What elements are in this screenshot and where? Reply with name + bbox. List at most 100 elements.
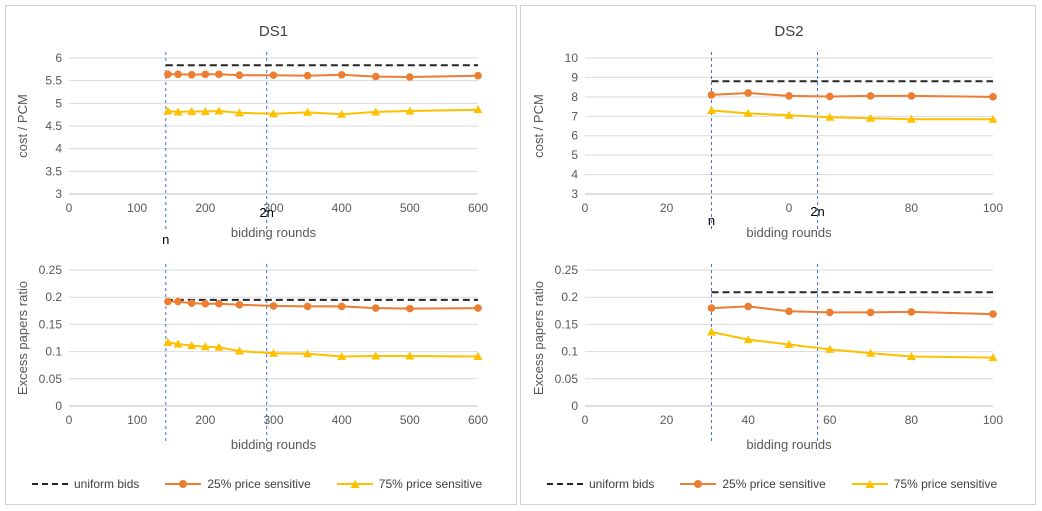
data-point-p75: [473, 105, 483, 114]
reference-label: 2n: [259, 205, 273, 220]
series-line-p75: [711, 109, 993, 121]
data-point-p75: [988, 353, 998, 362]
legend-p25-swatch: [165, 480, 202, 488]
x-tick-label: 0: [786, 201, 793, 215]
data-point-p25: [989, 310, 997, 318]
data-point-p25: [474, 71, 482, 80]
x-tick-label: 0: [66, 201, 73, 215]
data-point-p75: [473, 351, 483, 360]
data-point-p25: [201, 299, 210, 308]
y-tick-label: 0.05: [555, 372, 579, 386]
data-point-p75: [337, 351, 347, 360]
data-point-p25: [744, 302, 752, 311]
y-tick-label: 4.5: [45, 119, 62, 133]
y-tick-label: 0.15: [39, 317, 63, 331]
y-tick-label: 9: [571, 70, 578, 84]
data-point-p25: [907, 92, 916, 100]
data-point-p25: [406, 304, 414, 313]
data-point-p75: [173, 107, 183, 116]
x-tick-label: 0: [582, 413, 589, 427]
data-point-p25: [235, 301, 244, 309]
y-tick-label: 0.05: [39, 372, 63, 386]
x-tick-label: 0: [66, 413, 73, 427]
x-tick-label: 60: [823, 413, 837, 427]
series-line-p75: [167, 341, 479, 358]
data-point-p25: [164, 297, 172, 306]
y-tick-label: 4: [571, 168, 578, 182]
y-tick-label: 4: [55, 142, 62, 156]
x-tick-label: 400: [332, 201, 352, 215]
y-tick-label: 5: [571, 148, 578, 162]
legend-p25: 25% price sensitive: [680, 477, 826, 491]
legend-p75: 75% price sensitive: [851, 477, 998, 491]
data-point-p75: [303, 107, 313, 116]
legend-p25-label: 25% price sensitive: [207, 477, 311, 491]
y-tick-label: 0.1: [45, 345, 62, 359]
legend-p75-label: 75% price sensitive: [893, 477, 998, 491]
ds2-legend: uniform bids 25% price sensitive 75% pri…: [547, 477, 997, 491]
y-tick-label: 0.2: [45, 290, 62, 304]
data-point-p25: [707, 91, 716, 99]
legend-uniform-swatch: [32, 483, 68, 485]
data-point-p25: [215, 70, 223, 79]
data-point-p25: [371, 304, 380, 312]
data-point-p75: [214, 342, 224, 351]
ds1-legend: uniform bids 25% price sensitive 75% pri…: [32, 477, 482, 491]
x-tick-label: 200: [195, 201, 215, 215]
series-line-p75: [167, 108, 479, 116]
data-point-p75: [866, 113, 876, 122]
y-axis-title: Excess papers ratio: [15, 281, 30, 395]
y-tick-label: 0.25: [555, 263, 579, 277]
x-tick-label: 200: [195, 413, 215, 427]
data-point-p25: [866, 92, 875, 100]
data-point-p25: [785, 307, 793, 316]
x-tick-label: 80: [905, 413, 919, 427]
y-tick-label: 3.5: [45, 164, 62, 178]
y-tick-label: 0.15: [555, 317, 579, 331]
x-axis-title: bidding rounds: [231, 225, 317, 240]
data-point-p75: [214, 106, 224, 115]
legend-uniform: uniform bids: [32, 477, 139, 491]
data-point-p25: [744, 89, 752, 97]
x-tick-label: 80: [905, 201, 919, 215]
data-point-p75: [825, 344, 835, 353]
data-point-p75: [200, 106, 210, 115]
data-point-p75: [187, 341, 197, 350]
x-tick-label: 0: [582, 201, 589, 215]
data-point-p25: [174, 297, 182, 306]
legend-p75: 75% price sensitive: [336, 477, 482, 491]
data-point-p75: [906, 114, 916, 123]
legend-p25-swatch: [680, 480, 717, 488]
x-tick-label: 300: [263, 413, 283, 427]
data-point-p75: [163, 337, 173, 346]
ds1_excess-chart: 0 0.05 0.1 0.15 0.2 0.25 0 100 200 300 400 500 600 bi…: [15, 263, 488, 452]
x-tick-label: 20: [660, 413, 674, 427]
data-point-p75: [187, 106, 197, 115]
legend-uniform: uniform bids: [547, 477, 654, 491]
data-point-p25: [269, 71, 278, 80]
y-axis-title: cost / PCM: [15, 94, 30, 158]
legend-uniform-label: uniform bids: [74, 477, 140, 491]
data-point-p75: [784, 340, 794, 349]
data-point-p75: [371, 107, 381, 116]
data-point-p75: [173, 339, 183, 348]
y-tick-label: 3: [571, 187, 578, 201]
y-tick-label: 5: [55, 96, 62, 110]
ds2-panel: DS2 3 4 5 6 7 8 9 10 0 20 0 80 100 bidding rounds cost …: [520, 5, 1036, 505]
y-axis-title: Excess papers ratio: [531, 281, 546, 395]
data-point-p25: [707, 304, 716, 312]
data-point-p75: [234, 346, 244, 355]
data-point-p75: [743, 108, 753, 117]
legend-p75-swatch: [336, 480, 373, 488]
data-point-p25: [215, 299, 223, 308]
data-point-p75: [269, 109, 278, 118]
y-tick-label: 8: [571, 90, 578, 104]
data-point-p25: [826, 308, 834, 317]
legend-p25: 25% price sensitive: [165, 477, 311, 491]
y-tick-label: 0.2: [561, 290, 578, 304]
data-point-p75: [988, 114, 998, 123]
ds2_excess-chart: 0 0.05 0.1 0.15 0.2 0.25 0 20 40 60 80 100 bidding r…: [531, 263, 1003, 452]
data-point-p25: [826, 92, 834, 101]
x-tick-label: 40: [742, 413, 756, 427]
